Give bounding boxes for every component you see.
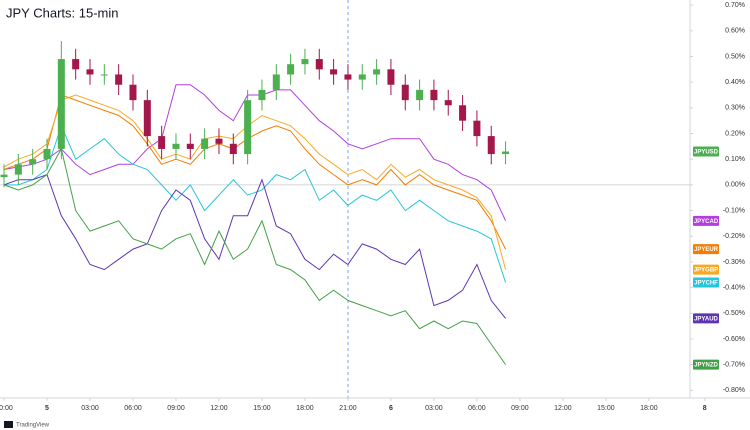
candle-body — [401, 84, 409, 101]
footer-logo: TradingView — [16, 423, 50, 429]
series-line — [4, 124, 507, 283]
candle-body — [444, 100, 452, 106]
x-tick-label: 8 — [703, 405, 707, 412]
candle-body — [158, 136, 166, 149]
legend-tag — [693, 277, 719, 288]
candle-body — [344, 74, 352, 80]
candle-body — [172, 143, 180, 149]
y-tick-label: -0.20% — [723, 233, 745, 240]
x-tick-label: 21:00 — [339, 405, 357, 412]
logo-icon — [4, 421, 13, 428]
candle-body — [272, 74, 280, 90]
y-tick-label: 0.30% — [725, 105, 745, 112]
legend-tag — [693, 244, 719, 255]
candle-body — [258, 89, 266, 101]
candle-body — [229, 143, 237, 155]
y-tick-label: -0.10% — [723, 207, 745, 214]
candle-body — [315, 59, 323, 70]
candle-body — [57, 59, 65, 149]
legend-tag — [693, 146, 719, 157]
y-tick-label: -0.50% — [723, 310, 745, 317]
x-tick-label: 03:00 — [81, 405, 99, 412]
y-tick-label: 0.60% — [725, 28, 745, 35]
candle-body — [29, 159, 37, 165]
candle-body — [115, 74, 123, 85]
candle-body — [301, 59, 309, 65]
legend-tag — [693, 313, 719, 324]
candle-body — [487, 136, 495, 155]
candle-body — [416, 89, 424, 101]
legend-label: JPYCHF — [694, 281, 718, 287]
x-tick-label: 09:00 — [167, 405, 185, 412]
series-line — [3, 173, 506, 319]
y-tick-label: 0.50% — [725, 53, 745, 60]
series-line — [3, 147, 507, 365]
x-tick-label: 5 — [45, 405, 49, 412]
x-tick-label: 03:00 — [425, 405, 443, 412]
candle-body — [387, 69, 395, 85]
candle-body — [86, 69, 94, 75]
legend-label: JPYCAD — [694, 219, 719, 225]
y-tick-label: 0.10% — [725, 156, 745, 163]
legend-label: JPYAUD — [694, 316, 718, 322]
x-tick-label: 12:00 — [554, 405, 572, 412]
candle-body — [287, 64, 295, 75]
candle-body — [129, 84, 137, 101]
candle-body — [201, 138, 209, 149]
candle-body — [100, 74, 108, 76]
x-tick-label: 18:00 — [296, 405, 314, 412]
y-tick-label: -0.30% — [723, 259, 745, 266]
y-tick-label: 0.40% — [725, 79, 745, 86]
candle-body — [244, 100, 252, 155]
legend-tag — [693, 359, 719, 370]
x-tick-label: 06:00 — [124, 405, 142, 412]
chart-title: JPY Charts: 15-min — [6, 5, 118, 20]
candle-body — [215, 138, 223, 144]
series-line — [3, 94, 507, 250]
plot-area — [0, 41, 690, 365]
legend-label: JPYUSD — [694, 150, 719, 156]
y-tick-label: 0.70% — [725, 2, 745, 9]
candle-body — [459, 105, 467, 121]
x-tick-label: 12:00 — [210, 405, 228, 412]
legend-label: JPYNZD — [694, 363, 718, 369]
x-tick-label: 09:00 — [511, 405, 529, 412]
y-tick-label: 0.20% — [725, 130, 745, 137]
legend-label: JPYEUR — [694, 247, 719, 253]
legend-label: JPYGBP — [694, 268, 718, 274]
y-tick-label: -0.40% — [723, 284, 745, 291]
y-tick-label: -0.80% — [723, 387, 745, 394]
series-line — [3, 94, 507, 270]
candle-body — [14, 164, 22, 175]
candle-body — [373, 69, 381, 75]
x-tick-label: 15:00 — [253, 405, 271, 412]
x-tick-label: 6 — [389, 405, 393, 412]
legend-tag — [693, 264, 719, 275]
legend-tag — [693, 215, 719, 226]
candle-body — [430, 89, 438, 101]
candle-body — [0, 174, 8, 178]
y-tick-label: -0.60% — [723, 336, 745, 343]
y-tick-label: 0.00% — [725, 182, 745, 189]
y-tick-label: -0.70% — [723, 361, 745, 368]
x-tick-label: 15:00 — [597, 405, 615, 412]
series-line — [3, 84, 507, 222]
candle-body — [358, 74, 366, 80]
candle-body — [43, 148, 51, 160]
candle-body — [72, 59, 80, 70]
candle-body — [502, 151, 510, 155]
candle-body — [330, 69, 338, 75]
x-tick-label: 18:00 — [640, 405, 658, 412]
candle-body — [143, 100, 151, 137]
x-tick-label: 00:00 — [0, 405, 13, 412]
candle-body — [473, 120, 481, 137]
x-tick-label: 06:00 — [468, 405, 486, 412]
candle-body — [186, 143, 194, 149]
